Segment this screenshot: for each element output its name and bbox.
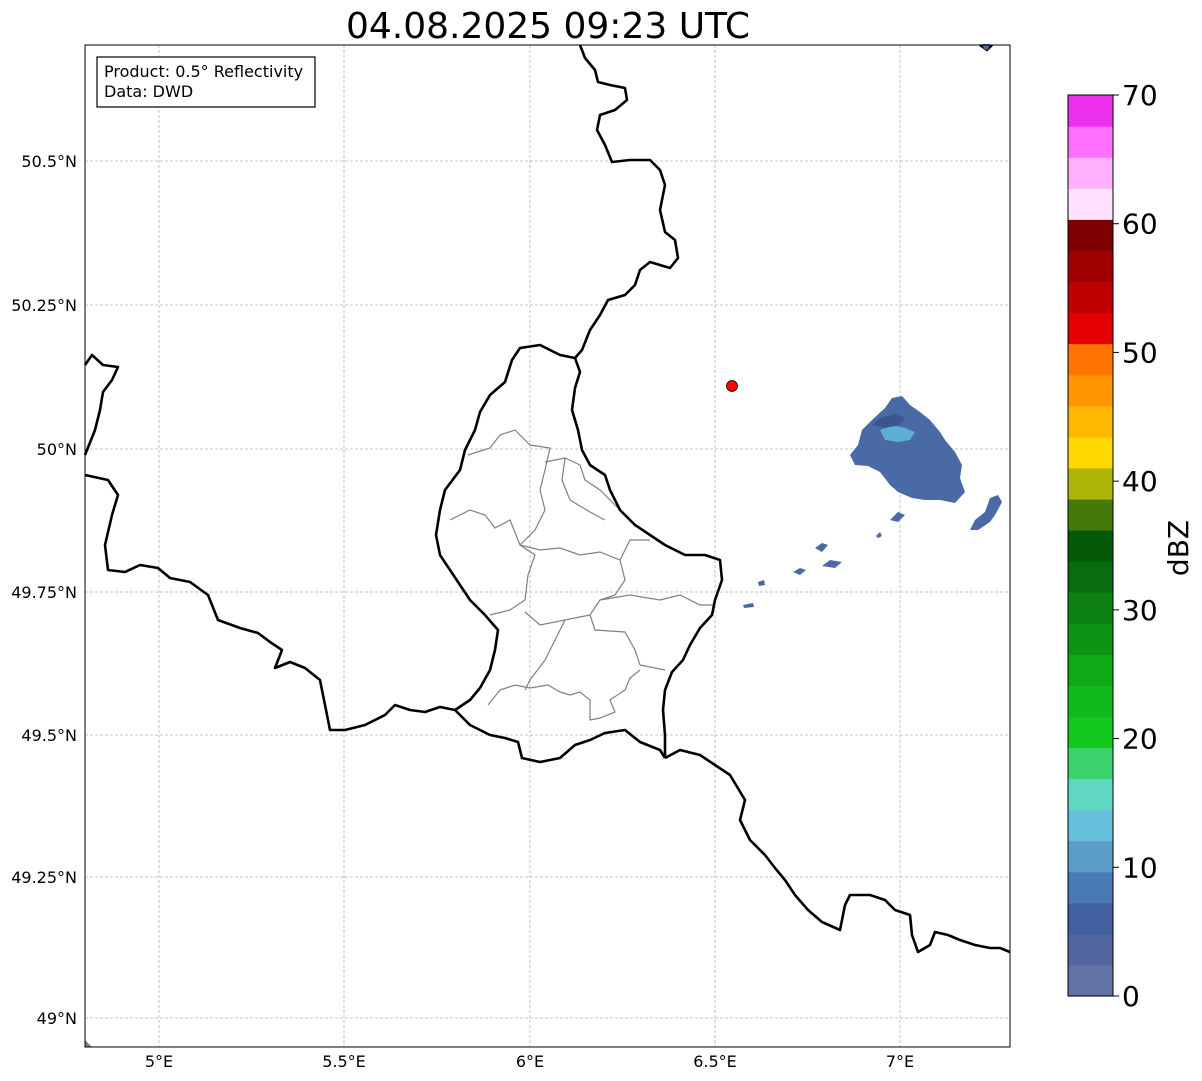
district-border: [487, 669, 641, 721]
colorbar-band: [1068, 623, 1113, 655]
country-border-fr-be-lu: [84, 473, 481, 732]
colorbar-tick-label: 70: [1122, 79, 1158, 112]
colorbar: 0 10 20 30 40 50 60 70 dBZ: [1067, 79, 1195, 1013]
colorbar-band: [1068, 467, 1113, 500]
district-borders: [449, 429, 715, 721]
info-product: Product: 0.5° Reflectivity: [104, 62, 303, 81]
colorbar-tick-label: 10: [1122, 851, 1158, 884]
map-frame: [84, 44, 1011, 1048]
colorbar-band: [1068, 219, 1113, 251]
echo-cell: [876, 532, 882, 538]
colorbar-band: [1068, 250, 1113, 283]
district-border: [524, 619, 566, 691]
lat-tick-labels: 50.5°N 50.25°N 50°N 49.75°N 49.5°N 49.25…: [11, 152, 77, 1028]
colorbar-band: [1068, 312, 1113, 345]
lat-tick-label: 49°N: [37, 1009, 77, 1028]
colorbar-band: [1068, 498, 1113, 531]
echo-core-dark: [872, 414, 905, 428]
map-panel: Product: 0.5° Reflectivity Data: DWD: [83, 43, 1011, 1048]
colorbar-band: [1068, 809, 1113, 842]
colorbar-band: [1068, 778, 1113, 811]
lat-tick-label: 49.75°N: [11, 583, 77, 602]
colorbar-band: [1068, 592, 1113, 624]
district-border: [489, 544, 536, 616]
colorbar-band: [1068, 405, 1113, 438]
country-border-west: [83, 353, 120, 456]
colorbar-ticks: 0 10 20 30 40 50 60 70: [1113, 79, 1158, 1013]
radar-echoes: [85, 44, 1002, 1047]
district-border: [524, 559, 626, 626]
colorbar-tick-label: 20: [1122, 723, 1158, 756]
colorbar-band: [1068, 902, 1113, 935]
colorbar-band: [1068, 157, 1113, 189]
info-box-frame: [96, 56, 316, 108]
chart-title: 04.08.2025 09:23 UTC: [346, 6, 750, 47]
lat-tick-label: 49.25°N: [11, 868, 77, 887]
colorbar-tick-label: 60: [1122, 208, 1158, 241]
lon-tick-label: 6.5°E: [693, 1052, 737, 1071]
lon-tick-label: 7°E: [886, 1052, 914, 1071]
country-border-be-de: [574, 44, 680, 359]
lon-tick-label: 5°E: [145, 1052, 173, 1071]
colorbar-tick-label: 50: [1122, 336, 1158, 369]
colorbar-band: [1068, 188, 1113, 220]
echo-cell: [815, 543, 828, 552]
country-border-de-fr: [664, 748, 1011, 954]
colorbar-band: [1068, 126, 1113, 158]
district-border: [589, 614, 666, 671]
echo-cell: [822, 560, 842, 568]
colorbar-band: [1068, 561, 1113, 593]
colorbar-band: [1068, 871, 1113, 904]
echo-cell: [970, 495, 1002, 530]
lon-tick-label: 5.5°E: [322, 1052, 366, 1071]
colorbar-band: [1068, 716, 1113, 749]
colorbar-band: [1068, 529, 1113, 562]
colorbar-bands: [1068, 95, 1113, 997]
echo-cell: [743, 603, 754, 608]
colorbar-label: dBZ: [1162, 520, 1195, 576]
country-border-ne-corner: [979, 43, 993, 52]
district-border: [599, 594, 715, 606]
country-border-lu-de: [570, 357, 724, 758]
colorbar-band: [1068, 343, 1113, 376]
map-background: [85, 45, 1010, 1047]
district-border: [561, 457, 606, 521]
lat-tick-label: 50°N: [37, 440, 77, 459]
lat-tick-label: 49.5°N: [21, 726, 77, 745]
info-box: Product: 0.5° Reflectivity Data: DWD: [96, 56, 316, 108]
lat-tick-label: 50.5°N: [21, 152, 77, 171]
lat-tick-label: 50.25°N: [11, 296, 77, 315]
colorbar-frame: [1067, 94, 1114, 997]
colorbar-band: [1068, 933, 1113, 966]
country-borders: [83, 43, 1011, 954]
colorbar-tick-label: 0: [1122, 980, 1140, 1013]
colorbar-tick-label: 30: [1122, 594, 1158, 627]
colorbar-band: [1068, 747, 1113, 780]
echo-cell: [793, 568, 806, 575]
colorbar-band: [1068, 964, 1113, 997]
echo-cluster-core: [880, 425, 915, 442]
echo-cell: [890, 512, 905, 522]
radar-site-marker[interactable]: [726, 380, 738, 392]
colorbar-band: [1068, 281, 1113, 314]
echo-cell: [758, 580, 765, 586]
info-data-source: Data: DWD: [104, 82, 193, 101]
colorbar-band: [1068, 654, 1113, 686]
colorbar-band: [1068, 374, 1113, 407]
colorbar-band: [1068, 95, 1113, 127]
lon-tick-label: 6°E: [516, 1052, 544, 1071]
colorbar-band: [1068, 436, 1113, 469]
country-border-lu-west: [434, 343, 576, 689]
colorbar-tick-label: 40: [1122, 465, 1158, 498]
district-border: [467, 429, 551, 546]
colorbar-band: [1068, 685, 1113, 717]
colorbar-band: [1068, 840, 1113, 873]
country-border-lu-fr: [454, 709, 667, 764]
echo-cell: [85, 1040, 92, 1047]
lon-tick-labels: 5°E 5.5°E 6°E 6.5°E 7°E: [145, 1052, 914, 1071]
